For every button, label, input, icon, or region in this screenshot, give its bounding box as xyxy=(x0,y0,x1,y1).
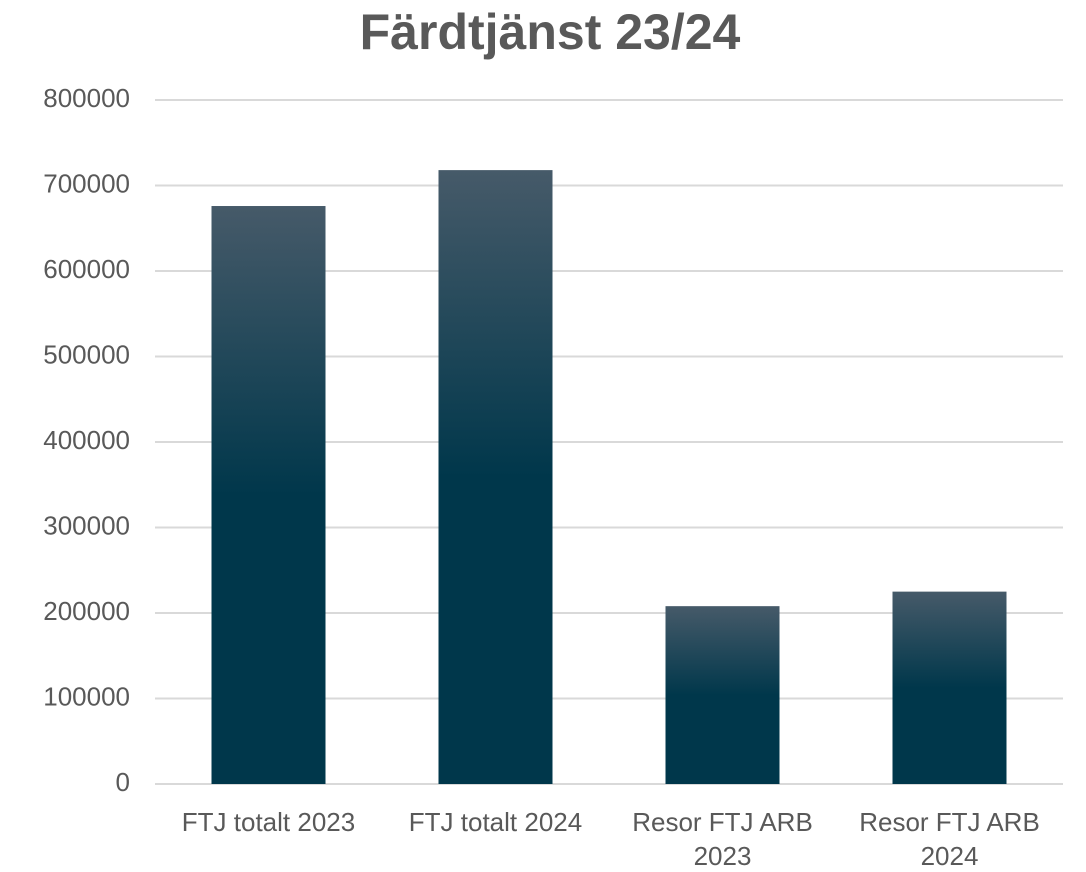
bar xyxy=(438,170,553,785)
y-tick-label: 100000 xyxy=(43,681,130,711)
y-tick-label: 400000 xyxy=(43,425,130,455)
chart-title: Färdtjänst 23/24 xyxy=(360,4,741,60)
bar xyxy=(665,606,780,784)
y-tick-label: 700000 xyxy=(43,168,130,198)
y-tick-label: 300000 xyxy=(43,510,130,540)
x-tick-label: Resor FTJ ARB 2023 xyxy=(632,807,813,871)
y-tick-label: 800000 xyxy=(43,83,130,113)
y-tick-label: 200000 xyxy=(43,596,130,626)
x-tick-label: FTJ totalt 2024 xyxy=(409,807,582,837)
bar xyxy=(211,206,326,784)
x-tick-label: Resor FTJ ARB 2024 xyxy=(859,807,1040,871)
bar xyxy=(892,591,1007,784)
y-tick-label: 500000 xyxy=(43,339,130,369)
x-tick-label: FTJ totalt 2023 xyxy=(182,807,355,837)
y-tick-label: 600000 xyxy=(43,254,130,284)
y-tick-label: 0 xyxy=(116,767,130,797)
